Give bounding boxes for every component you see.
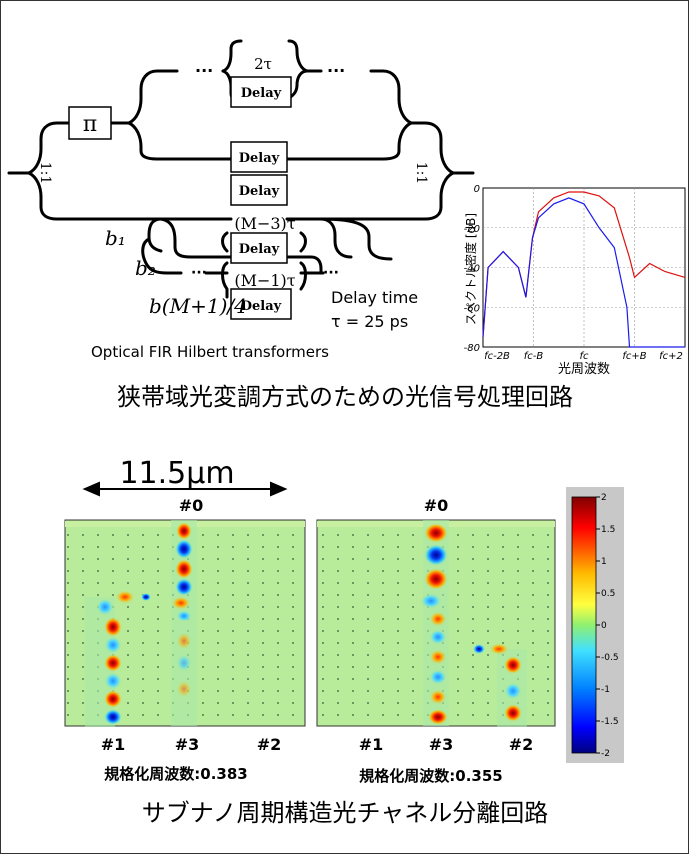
colorbar-tick-label: 1	[601, 557, 607, 567]
svg-text:Delay: Delay	[239, 184, 280, 199]
svg-text:Delay: Delay	[241, 299, 282, 314]
delay-box-lower-2: Delay	[230, 288, 292, 320]
two-tau-label: 2τ	[254, 55, 272, 73]
spectrum-xtick-label: fc+2	[659, 351, 683, 362]
freq-label-left: 規格化周波数:0.383	[104, 765, 247, 783]
spectrum-ytick-label: -40	[464, 264, 480, 275]
ratio-label-left: 1:1	[37, 162, 53, 185]
port2-label-left: #2	[257, 735, 282, 754]
bottom-section-title: サブナノ周期構造光チャネル分離回路	[142, 799, 549, 827]
spectrum-xtick-label: fc-2B	[484, 351, 510, 362]
colorbar: 2 1.5 1 0.5 0 -0.5 -1 -1.5 -2	[566, 487, 624, 763]
spectrum-xtick-label: fc	[579, 351, 589, 362]
spectrum-ytick-label: -20	[464, 224, 480, 235]
right-splitter-upper	[409, 121, 455, 175]
m1-tau-label: (M−1)τ	[234, 271, 295, 290]
delay-box-middle-lower: Delay	[230, 174, 288, 206]
colorbar-tick-label: 0	[601, 621, 607, 631]
ratio-label-right: 1:1	[413, 162, 429, 185]
ellipsis-upper-left: ···	[195, 61, 213, 80]
port0-label-left: #0	[179, 496, 204, 515]
top-section-title: 狭帯域光変調方式のための光信号処理回路	[117, 383, 573, 411]
port2-label-right: #2	[509, 735, 534, 754]
ellipsis-lower-right: ···	[323, 265, 339, 281]
field-map-left	[64, 519, 306, 727]
colorbar-tick-label: -1	[601, 685, 610, 695]
m3-tau-label: (M−3)τ	[234, 214, 295, 233]
svg-text:Delay: Delay	[239, 151, 280, 166]
tau-value-label: τ = 25 ps	[331, 312, 408, 331]
field-map-right	[316, 519, 556, 727]
fir-caption: Optical FIR Hilbert transformers	[91, 343, 329, 361]
left-splitter-lower	[27, 171, 163, 221]
ellipsis-upper-right: ···	[327, 61, 345, 80]
spectrum-series-blue	[482, 197, 685, 348]
colorbar-tick-label: -0.5	[601, 653, 619, 663]
b2-label: b₂	[135, 256, 156, 280]
colorbar-tick-label: 0.5	[601, 589, 615, 599]
delay-box-middle-upper: Delay	[230, 141, 288, 173]
port3-label-left: #3	[175, 735, 200, 754]
spectrum-ytick-label: -60	[464, 303, 480, 314]
ellipsis-lower-left: ···	[191, 265, 207, 281]
spectrum-ylabel: スペクトル密度 [dB]	[463, 213, 478, 325]
b1-label: b₁	[105, 226, 126, 250]
delay-time-label: Delay time	[331, 288, 418, 307]
port1-label-right: #1	[359, 735, 384, 754]
bm-label: b(M+1)/4	[149, 294, 247, 318]
scale-bar-arrow	[82, 481, 288, 497]
port0-label-right: #0	[424, 496, 449, 515]
spectrum-xlabel: 光周波数	[558, 362, 610, 377]
spectrum-ytick-label: -80	[464, 343, 480, 354]
delay-box-lower-1: Delay	[230, 232, 288, 264]
spectrum-ytick-label: 0	[474, 184, 480, 195]
colorbar-tick-label: 2	[601, 493, 607, 503]
spectrum-xtick-label: fc+B	[622, 351, 646, 362]
port3-label-right: #3	[429, 735, 454, 754]
right-splitter-lower	[319, 171, 455, 221]
colorbar-tick-label: -1.5	[601, 717, 619, 727]
spectrum-chart: 0 -20 -40 -60 -80 fc-2B fc-B fc fc+B fc+2 スペクトル密…	[463, 184, 686, 377]
spectrum-xtick-label: fc-B	[524, 351, 544, 362]
svg-text:Delay: Delay	[241, 86, 282, 101]
pi-phase-shifter: π	[68, 106, 112, 140]
svg-text:Delay: Delay	[239, 242, 280, 257]
pi-label: π	[83, 112, 97, 137]
port1-label-left: #1	[101, 735, 126, 754]
scale-bar-label: 11.5μm	[119, 456, 234, 491]
left-splitter-upper	[27, 121, 71, 175]
colorbar-tick-label: -2	[601, 749, 610, 759]
delay-box-upper: Delay	[230, 76, 292, 108]
colorbar-tick-label: 1.5	[601, 525, 615, 535]
freq-label-right: 規格化周波数:0.355	[359, 767, 502, 785]
